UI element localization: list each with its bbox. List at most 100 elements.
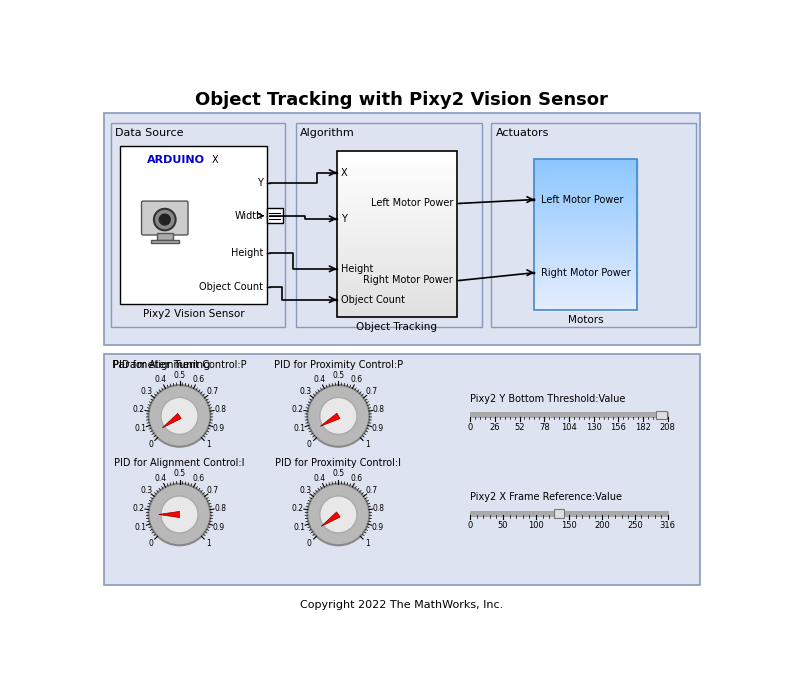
Bar	[535, 288, 637, 289]
Bar	[535, 292, 637, 293]
Text: X: X	[341, 167, 347, 178]
Bar	[535, 184, 637, 185]
Text: PID for Proximity Control:I: PID for Proximity Control:I	[276, 458, 401, 468]
Text: 0.4: 0.4	[155, 375, 167, 384]
Bar	[337, 253, 457, 255]
Text: 0.2: 0.2	[292, 504, 304, 513]
Bar	[535, 242, 637, 243]
Bar	[337, 273, 457, 274]
Text: Object Count: Object Count	[341, 295, 405, 305]
Bar	[337, 307, 457, 308]
Bar	[337, 280, 457, 281]
Bar	[535, 285, 637, 286]
Bar	[535, 211, 637, 212]
Bar	[535, 238, 637, 239]
Bar	[535, 306, 637, 307]
Bar	[337, 293, 457, 294]
Bar	[535, 164, 637, 165]
Bar	[535, 220, 637, 221]
Text: 0.9: 0.9	[213, 523, 225, 532]
Bar	[535, 226, 637, 228]
Bar	[337, 267, 457, 269]
Text: 0: 0	[468, 423, 473, 432]
Text: 0.5: 0.5	[332, 469, 345, 478]
Text: Data Source: Data Source	[115, 128, 184, 138]
Text: 0.2: 0.2	[133, 504, 145, 513]
Bar	[535, 212, 637, 213]
Bar	[535, 294, 637, 295]
Bar	[535, 259, 637, 260]
Circle shape	[308, 385, 370, 447]
Bar	[535, 179, 637, 180]
Text: 0.3: 0.3	[299, 387, 311, 396]
FancyBboxPatch shape	[141, 201, 188, 235]
Bar	[337, 205, 457, 207]
Bar	[535, 212, 637, 214]
Bar	[337, 202, 457, 203]
Bar	[535, 302, 637, 303]
Bar	[535, 243, 637, 244]
Bar	[337, 162, 457, 164]
Bar	[535, 252, 637, 253]
Bar	[656, 411, 667, 419]
Text: 0.7: 0.7	[206, 387, 219, 396]
Polygon shape	[321, 512, 340, 527]
Bar	[535, 209, 637, 210]
Bar	[337, 237, 457, 238]
Text: X: X	[211, 155, 218, 165]
Bar	[337, 183, 457, 185]
Bar	[535, 223, 637, 224]
Bar	[337, 268, 457, 269]
Bar	[296, 124, 482, 328]
Bar	[535, 230, 637, 231]
Bar	[337, 211, 457, 212]
Bar	[337, 198, 457, 200]
Bar	[535, 274, 637, 275]
Bar	[337, 196, 457, 197]
Bar	[157, 233, 173, 239]
Bar	[337, 152, 457, 153]
Bar	[535, 188, 637, 189]
Bar	[337, 212, 457, 213]
Bar	[535, 265, 637, 266]
Bar	[337, 239, 457, 241]
Bar	[535, 229, 637, 230]
Bar	[337, 225, 457, 226]
Bar	[535, 210, 637, 211]
Bar	[535, 258, 637, 259]
Text: 0.4: 0.4	[314, 375, 326, 384]
Bar	[337, 178, 457, 179]
Bar	[337, 296, 457, 298]
Text: 104: 104	[561, 423, 577, 432]
Text: 1: 1	[206, 440, 211, 449]
Bar	[337, 229, 457, 230]
Bar	[535, 163, 637, 164]
Text: 0.6: 0.6	[351, 473, 363, 482]
Bar	[337, 262, 457, 263]
Bar	[535, 192, 637, 193]
Bar	[337, 208, 457, 209]
Bar	[337, 177, 457, 178]
Bar	[337, 292, 457, 293]
Bar	[535, 304, 637, 305]
Bar	[337, 231, 457, 232]
Bar	[535, 250, 637, 251]
Bar	[337, 214, 457, 215]
Bar	[535, 174, 637, 175]
Bar	[337, 294, 457, 295]
Bar	[535, 159, 637, 160]
Bar	[535, 181, 637, 182]
Bar	[337, 236, 457, 237]
Bar	[337, 241, 457, 242]
Bar	[337, 219, 457, 221]
Text: PID for Alignment Control:P: PID for Alignment Control:P	[113, 359, 246, 370]
Bar	[337, 193, 457, 194]
Bar	[535, 236, 637, 237]
Bar	[337, 151, 457, 152]
Text: 0.5: 0.5	[173, 469, 185, 478]
Bar	[337, 155, 457, 157]
Text: 0.1: 0.1	[134, 424, 147, 433]
Text: 0.9: 0.9	[371, 523, 384, 532]
Bar	[535, 190, 637, 192]
Bar	[535, 216, 637, 217]
